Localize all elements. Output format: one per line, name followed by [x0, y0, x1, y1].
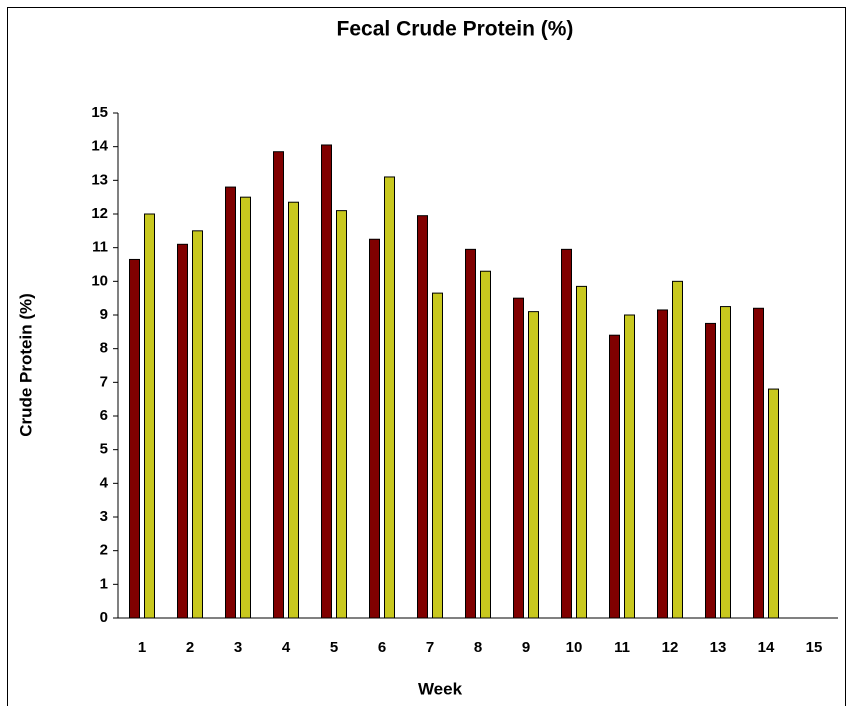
x-tick-label: 3 [234, 639, 242, 656]
bar [705, 322, 716, 619]
y-tick-label: 11 [92, 239, 108, 256]
chart-title: Fecal Crude Protein (%) [337, 18, 574, 41]
bar [432, 292, 443, 619]
y-tick-label: 3 [100, 508, 108, 525]
bar [273, 151, 284, 619]
bar [384, 176, 395, 619]
bar [528, 311, 539, 619]
y-tick-label: 6 [100, 407, 108, 424]
y-tick-label: 15 [91, 104, 108, 121]
bar [288, 201, 299, 619]
y-tick-label: 8 [100, 340, 108, 357]
y-tick-label: 12 [91, 205, 108, 222]
bar [672, 280, 683, 619]
bar [240, 196, 251, 619]
x-tick-label: 1 [138, 639, 146, 656]
bar [321, 144, 332, 619]
bar [129, 258, 140, 619]
y-tick-label: 14 [91, 138, 108, 155]
chart-border [7, 7, 846, 706]
y-axis-label: Crude Protein (%) [16, 293, 35, 437]
bar [417, 215, 428, 619]
bar [225, 186, 236, 619]
y-tick-label: 0 [100, 609, 108, 626]
y-tick-label: 4 [100, 474, 109, 491]
bar [480, 270, 491, 619]
x-tick-label: 2 [186, 639, 194, 656]
x-tick-label: 13 [710, 639, 727, 656]
bar [336, 210, 347, 619]
bar [369, 238, 380, 619]
y-tick-label: 13 [91, 171, 108, 188]
bar [720, 306, 731, 619]
x-tick-label: 8 [474, 639, 482, 656]
x-axis-label: Week [418, 679, 463, 698]
y-tick-label: 2 [100, 542, 108, 559]
bar [657, 309, 668, 619]
bar [561, 248, 572, 619]
x-tick-label: 12 [662, 639, 679, 656]
y-tick-label: 5 [100, 441, 108, 458]
x-tick-label: 10 [566, 639, 583, 656]
bar [144, 213, 155, 619]
x-tick-label: 5 [330, 639, 338, 656]
bar [177, 243, 188, 619]
y-tick-label: 9 [100, 306, 108, 323]
y-tick-label: 7 [100, 373, 108, 390]
x-tick-label: 9 [522, 639, 530, 656]
bar [576, 285, 587, 619]
x-tick-label: 15 [806, 639, 823, 656]
bar [768, 388, 779, 619]
x-tick-label: 11 [614, 639, 630, 656]
bar [624, 314, 635, 619]
y-tick-label: 10 [91, 272, 108, 289]
x-tick-label: 4 [282, 639, 291, 656]
bar [753, 307, 764, 619]
bar [609, 334, 620, 619]
x-tick-label: 7 [426, 639, 434, 656]
bar [465, 248, 476, 619]
bar [192, 230, 203, 619]
bar [513, 297, 524, 619]
y-tick-label: 1 [100, 575, 108, 592]
x-tick-label: 6 [378, 639, 386, 656]
x-tick-label: 14 [758, 639, 775, 656]
